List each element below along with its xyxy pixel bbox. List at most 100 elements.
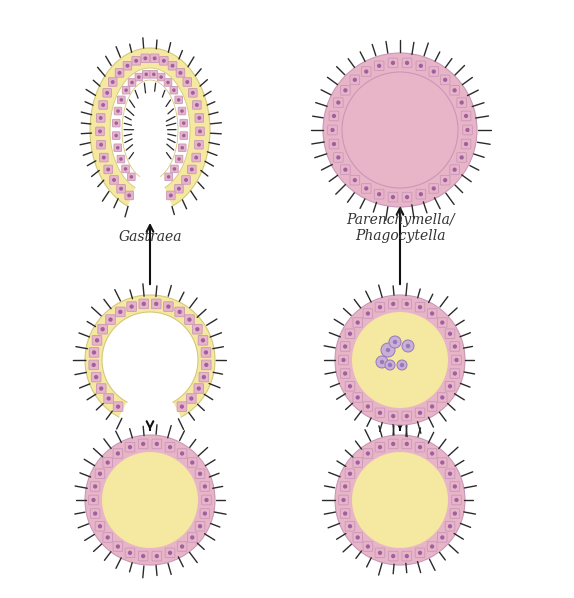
Circle shape: [420, 93, 422, 96]
FancyBboxPatch shape: [402, 193, 412, 202]
FancyBboxPatch shape: [139, 299, 149, 309]
FancyBboxPatch shape: [345, 329, 355, 338]
FancyBboxPatch shape: [194, 384, 204, 393]
Circle shape: [368, 102, 371, 105]
Circle shape: [342, 499, 345, 502]
Circle shape: [418, 101, 431, 114]
FancyBboxPatch shape: [113, 448, 123, 458]
Circle shape: [181, 545, 184, 548]
Circle shape: [412, 76, 425, 89]
Circle shape: [102, 103, 104, 106]
FancyBboxPatch shape: [113, 120, 120, 127]
Circle shape: [142, 555, 145, 557]
FancyBboxPatch shape: [457, 97, 467, 108]
Circle shape: [430, 545, 433, 548]
Circle shape: [180, 405, 183, 408]
Circle shape: [378, 306, 381, 309]
Circle shape: [155, 303, 158, 306]
Circle shape: [348, 525, 351, 527]
FancyBboxPatch shape: [178, 107, 186, 115]
Circle shape: [445, 148, 448, 151]
Circle shape: [94, 485, 96, 488]
Circle shape: [352, 312, 448, 408]
Circle shape: [344, 168, 347, 171]
FancyBboxPatch shape: [142, 71, 150, 78]
FancyBboxPatch shape: [375, 548, 385, 557]
Circle shape: [464, 142, 467, 145]
FancyBboxPatch shape: [350, 75, 360, 85]
FancyBboxPatch shape: [450, 165, 459, 175]
FancyBboxPatch shape: [90, 481, 100, 492]
Circle shape: [406, 196, 409, 199]
FancyBboxPatch shape: [170, 86, 178, 94]
Circle shape: [120, 158, 122, 160]
FancyBboxPatch shape: [114, 144, 122, 151]
Circle shape: [378, 446, 381, 448]
Circle shape: [409, 154, 422, 167]
FancyBboxPatch shape: [175, 155, 183, 163]
FancyBboxPatch shape: [99, 100, 107, 109]
Circle shape: [354, 78, 356, 81]
Circle shape: [383, 136, 396, 149]
Circle shape: [417, 114, 430, 127]
Circle shape: [85, 435, 215, 565]
FancyBboxPatch shape: [362, 67, 371, 77]
Circle shape: [378, 65, 381, 67]
Circle shape: [183, 122, 185, 124]
FancyBboxPatch shape: [362, 184, 371, 193]
Circle shape: [102, 452, 198, 548]
Circle shape: [153, 74, 155, 75]
Circle shape: [453, 485, 456, 488]
Circle shape: [198, 117, 200, 119]
Circle shape: [142, 443, 145, 446]
Circle shape: [444, 78, 447, 81]
Circle shape: [352, 312, 448, 408]
FancyBboxPatch shape: [389, 439, 398, 448]
Circle shape: [435, 132, 448, 145]
FancyBboxPatch shape: [195, 469, 205, 478]
Circle shape: [439, 160, 441, 163]
FancyBboxPatch shape: [199, 373, 208, 382]
FancyBboxPatch shape: [340, 165, 350, 175]
Circle shape: [191, 536, 194, 539]
Circle shape: [168, 176, 170, 178]
Circle shape: [135, 60, 137, 62]
Circle shape: [388, 141, 391, 144]
FancyBboxPatch shape: [375, 443, 385, 452]
Circle shape: [373, 143, 386, 156]
FancyBboxPatch shape: [138, 439, 148, 448]
Circle shape: [181, 110, 183, 112]
FancyBboxPatch shape: [375, 408, 385, 417]
Circle shape: [130, 305, 133, 308]
Circle shape: [449, 525, 452, 527]
Circle shape: [394, 340, 397, 343]
FancyBboxPatch shape: [429, 67, 439, 77]
FancyBboxPatch shape: [363, 542, 373, 551]
Circle shape: [335, 295, 465, 425]
Circle shape: [377, 103, 389, 115]
Circle shape: [111, 81, 114, 83]
Circle shape: [100, 144, 102, 146]
Circle shape: [455, 359, 458, 361]
Circle shape: [378, 551, 381, 554]
Circle shape: [366, 312, 369, 315]
FancyBboxPatch shape: [193, 100, 201, 109]
FancyBboxPatch shape: [170, 165, 179, 173]
FancyBboxPatch shape: [192, 324, 202, 334]
Circle shape: [430, 452, 433, 455]
Circle shape: [401, 124, 404, 127]
Circle shape: [385, 360, 395, 370]
FancyBboxPatch shape: [437, 457, 447, 467]
Polygon shape: [90, 48, 210, 206]
Circle shape: [360, 112, 363, 115]
Circle shape: [406, 141, 418, 154]
FancyBboxPatch shape: [427, 309, 437, 318]
Circle shape: [376, 356, 388, 368]
Circle shape: [401, 364, 404, 367]
Circle shape: [455, 499, 458, 502]
Circle shape: [344, 372, 347, 375]
FancyBboxPatch shape: [114, 107, 122, 115]
Circle shape: [405, 111, 418, 124]
FancyBboxPatch shape: [340, 509, 350, 518]
Circle shape: [375, 155, 389, 169]
